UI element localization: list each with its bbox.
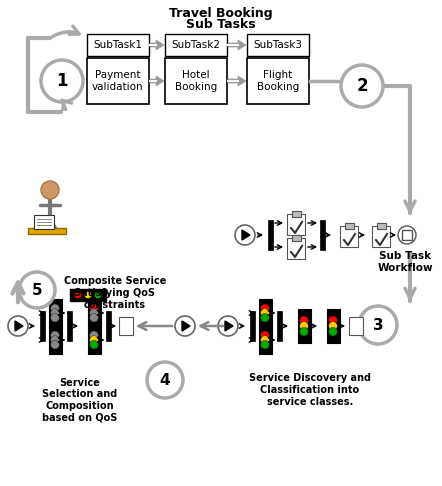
Circle shape <box>235 225 255 245</box>
Circle shape <box>341 65 383 107</box>
Circle shape <box>41 60 83 102</box>
Bar <box>106 311 110 341</box>
Text: Hotel
Booking: Hotel Booking <box>175 70 217 92</box>
Bar <box>320 220 324 250</box>
Text: 3: 3 <box>373 317 383 332</box>
Circle shape <box>329 328 337 336</box>
Circle shape <box>74 291 82 299</box>
Circle shape <box>90 336 98 344</box>
Bar <box>277 311 282 341</box>
Bar <box>165 34 227 56</box>
Bar <box>49 326 61 354</box>
Circle shape <box>90 313 98 322</box>
Circle shape <box>41 181 59 199</box>
Text: Sub Tasks: Sub Tasks <box>186 18 256 32</box>
Text: 1: 1 <box>56 72 68 90</box>
Bar <box>292 211 301 217</box>
FancyArrow shape <box>150 40 164 50</box>
Text: SubTask1: SubTask1 <box>94 40 142 50</box>
Circle shape <box>51 313 59 322</box>
Text: 4: 4 <box>160 372 170 387</box>
Circle shape <box>19 272 55 308</box>
Bar <box>344 223 354 229</box>
Polygon shape <box>225 321 233 331</box>
Polygon shape <box>15 321 23 331</box>
Circle shape <box>175 316 195 336</box>
Bar <box>70 289 106 301</box>
Bar <box>66 311 72 341</box>
Circle shape <box>51 309 59 317</box>
Bar <box>34 215 54 229</box>
Circle shape <box>90 331 98 340</box>
Bar <box>87 34 149 56</box>
Circle shape <box>94 291 102 299</box>
Bar <box>327 309 339 343</box>
Bar <box>259 326 271 354</box>
Polygon shape <box>28 228 66 234</box>
Circle shape <box>261 304 269 312</box>
Circle shape <box>300 322 308 330</box>
Bar <box>340 226 358 247</box>
Bar <box>165 58 227 104</box>
Circle shape <box>218 316 238 336</box>
Bar <box>39 311 45 341</box>
Text: Payment
validation: Payment validation <box>92 70 144 92</box>
Bar <box>287 214 305 235</box>
Circle shape <box>300 316 308 325</box>
FancyArrow shape <box>150 76 164 86</box>
Text: Service Discovery and
Classification into
service classes.: Service Discovery and Classification int… <box>249 373 371 407</box>
Bar <box>249 311 255 341</box>
FancyArrow shape <box>228 76 246 86</box>
Bar <box>349 317 363 335</box>
Text: Service
Selection and
Composition
based on QoS: Service Selection and Composition based … <box>42 378 118 422</box>
Polygon shape <box>182 321 190 331</box>
Bar <box>372 226 390 247</box>
Bar <box>87 58 149 104</box>
Circle shape <box>329 322 337 330</box>
Circle shape <box>51 336 59 344</box>
Circle shape <box>84 291 92 299</box>
Bar <box>377 223 385 229</box>
Text: Flight
Booking: Flight Booking <box>257 70 299 92</box>
Bar <box>267 220 273 250</box>
Text: SubTask2: SubTask2 <box>171 40 221 50</box>
Circle shape <box>329 316 337 325</box>
Bar <box>88 299 100 327</box>
Circle shape <box>261 309 269 317</box>
Text: Composite Service
Satisfying QoS
constraints: Composite Service Satisfying QoS constra… <box>64 277 166 310</box>
Bar <box>297 309 310 343</box>
Circle shape <box>90 304 98 312</box>
Bar <box>287 238 305 259</box>
Circle shape <box>398 226 416 244</box>
Circle shape <box>51 304 59 312</box>
Bar <box>119 317 133 335</box>
Text: Travel Booking: Travel Booking <box>169 7 273 20</box>
Circle shape <box>8 316 28 336</box>
Circle shape <box>51 340 59 349</box>
Bar <box>49 299 61 327</box>
Circle shape <box>90 309 98 317</box>
Bar <box>292 235 301 241</box>
FancyArrow shape <box>228 40 246 50</box>
Text: 5: 5 <box>32 282 42 297</box>
Bar <box>88 326 100 354</box>
Text: SubTask3: SubTask3 <box>254 40 302 50</box>
Bar <box>247 58 309 104</box>
Circle shape <box>90 340 98 349</box>
Text: 2: 2 <box>356 77 368 95</box>
Polygon shape <box>242 230 250 240</box>
Circle shape <box>261 336 269 344</box>
Circle shape <box>261 331 269 340</box>
Circle shape <box>261 313 269 322</box>
Bar <box>247 34 309 56</box>
Circle shape <box>51 331 59 340</box>
Circle shape <box>359 306 397 344</box>
Text: Sub Task
Workflow: Sub Task Workflow <box>377 251 433 273</box>
Circle shape <box>147 362 183 398</box>
Bar <box>259 299 271 327</box>
Circle shape <box>261 340 269 349</box>
Circle shape <box>300 328 308 336</box>
Bar <box>402 230 412 240</box>
